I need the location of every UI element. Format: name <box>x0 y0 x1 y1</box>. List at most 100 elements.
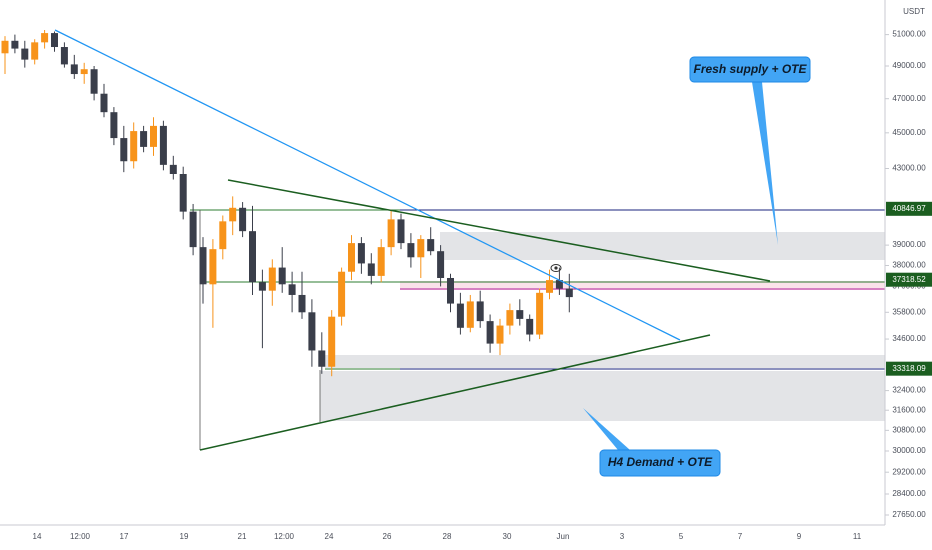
candle-body <box>555 280 563 289</box>
candle-body <box>348 243 355 272</box>
candle-body <box>90 69 98 94</box>
candle-body <box>486 321 494 344</box>
x-tick-label: 30 <box>503 532 512 541</box>
callout-text: Fresh supply + OTE <box>693 62 807 76</box>
candle-body <box>516 310 524 319</box>
candle-body <box>308 312 316 351</box>
candle-body <box>565 288 573 298</box>
candle-body <box>397 219 405 244</box>
candle-body <box>159 125 167 165</box>
candle-body <box>437 251 445 278</box>
x-tick-label: 26 <box>383 532 392 541</box>
candle-body <box>179 173 187 212</box>
y-tick-label: 32400.00 <box>892 386 926 395</box>
y-tick-label: 47000.00 <box>892 94 926 103</box>
candle-body <box>298 294 306 313</box>
candle-body <box>546 280 553 293</box>
callout-box <box>689 56 811 83</box>
candle-body <box>258 282 266 291</box>
demand-zone <box>320 371 885 421</box>
candle-body <box>189 211 197 248</box>
candle-body <box>21 48 29 60</box>
candle-body <box>120 138 128 162</box>
candle-body <box>466 301 474 328</box>
candle-body <box>456 303 464 328</box>
candle-body <box>288 284 296 295</box>
y-tick-label: 34600.00 <box>892 334 926 343</box>
candle-body <box>100 93 108 113</box>
candle-body <box>1 40 9 54</box>
callout-pointer <box>752 82 778 245</box>
y-tick-label: 31600.00 <box>892 405 926 414</box>
x-tick-label: Jun <box>557 532 570 541</box>
price-label-box <box>886 361 932 376</box>
candle-body <box>130 131 138 162</box>
y-tick-label: 39000.00 <box>892 240 926 249</box>
candle-body <box>377 247 385 276</box>
candle-body <box>318 350 326 367</box>
x-tick-label: 24 <box>325 532 334 541</box>
supply-zone <box>440 232 885 260</box>
candle-body <box>268 267 276 291</box>
x-tick-label: 12:00 <box>70 532 91 541</box>
price-label: 37318.52 <box>892 275 926 284</box>
x-tick-label: 3 <box>620 532 625 541</box>
y-tick-label: 51000.00 <box>892 30 926 39</box>
candle-body <box>476 301 484 322</box>
y-tick-label: 27650.00 <box>892 510 926 519</box>
trendline <box>54 29 681 341</box>
demand-zone <box>325 355 885 368</box>
candle-body <box>496 325 504 344</box>
candle-body <box>387 219 395 248</box>
x-tick-label: 28 <box>443 532 452 541</box>
x-tick-label: 17 <box>120 532 129 541</box>
candle-body <box>70 64 78 75</box>
candle-body <box>278 267 286 285</box>
x-tick-label: 21 <box>238 532 247 541</box>
candle-body <box>427 239 435 252</box>
candle-body <box>506 310 514 326</box>
x-tick-label: 19 <box>180 532 189 541</box>
candle-body <box>51 33 58 48</box>
candle-body <box>31 42 39 60</box>
candle-body <box>140 131 148 147</box>
candle-body <box>407 243 415 258</box>
candle-body <box>367 263 375 276</box>
callout-text: H4 Demand + OTE <box>608 455 713 469</box>
price-label: 40846.97 <box>892 204 926 213</box>
y-tick-label: 38000.00 <box>892 261 926 270</box>
candle-body <box>338 271 346 317</box>
x-tick-label: 11 <box>853 532 862 541</box>
candle-body <box>199 247 207 285</box>
candle-body <box>239 207 247 232</box>
candle-body <box>328 316 336 367</box>
y-tick-label: 45000.00 <box>892 128 926 137</box>
x-tick-label: 12:00 <box>274 532 295 541</box>
candle-body <box>229 207 237 222</box>
y-tick-label: 43000.00 <box>892 164 926 173</box>
candle-body <box>60 47 68 65</box>
x-tick-label: 5 <box>679 532 684 541</box>
y-tick-label: 30800.00 <box>892 425 926 434</box>
candle-body <box>110 112 118 139</box>
candle-body <box>357 243 365 264</box>
trendline <box>199 334 711 451</box>
currency-label: USDT <box>903 7 925 16</box>
price-label: 33318.09 <box>892 364 926 373</box>
y-tick-label: 49000.00 <box>892 61 926 70</box>
y-tick-label: 28400.00 <box>892 489 926 498</box>
candle-body <box>41 33 49 43</box>
candle-body <box>80 69 88 75</box>
candle-body <box>447 277 454 304</box>
eye-icon <box>550 264 562 272</box>
callout-pointer <box>583 408 630 450</box>
y-tick-label: 35800.00 <box>892 307 926 316</box>
price-label-box <box>886 201 932 216</box>
ote-zone <box>400 281 885 290</box>
y-tick-label: 29200.00 <box>892 467 926 476</box>
x-tick-label: 14 <box>33 532 42 541</box>
candle-body <box>526 318 534 335</box>
price-label-box <box>886 272 932 287</box>
trendline <box>227 179 771 282</box>
